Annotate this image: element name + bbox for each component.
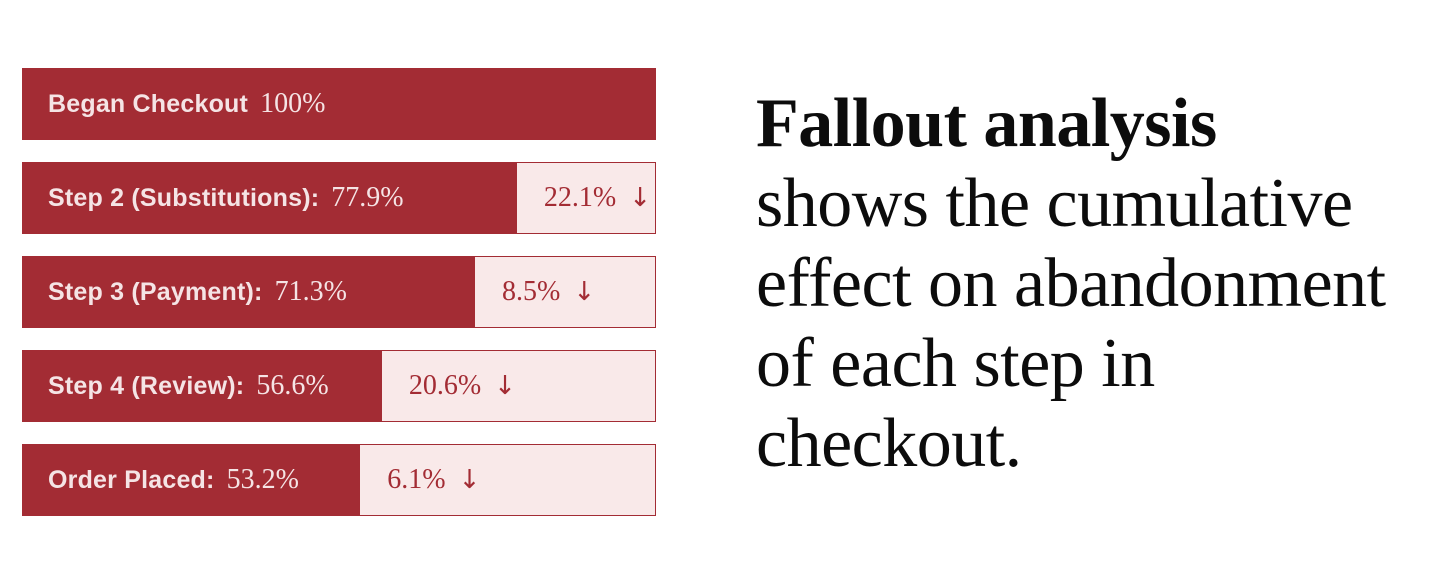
funnel-bar-value: 77.9%: [331, 182, 404, 213]
drop-percentage: 6.1%: [387, 464, 446, 495]
down-arrow-icon: ↓: [629, 183, 651, 213]
fallout-drop-box: 6.1% ↓: [359, 444, 656, 516]
down-arrow-icon: ↓: [494, 371, 516, 401]
funnel-bar-label: Step 3 (Payment):: [48, 277, 263, 306]
funnel-bar-value: 100%: [260, 88, 326, 119]
caption-line: checkout.: [756, 405, 1022, 482]
funnel-bar-label: Step 4 (Review):: [48, 371, 245, 400]
fallout-drop-box: 22.1% ↓: [515, 162, 656, 234]
funnel-bar: Order Placed: 53.2%: [22, 444, 360, 516]
drop-percentage: 22.1%: [543, 182, 617, 213]
funnel-bar-value: 53.2%: [226, 464, 299, 495]
funnel-bar-label: Began Checkout: [48, 89, 249, 118]
caption-line: effect on abandonment: [756, 245, 1386, 322]
caption-line: shows the cumulative: [756, 165, 1353, 242]
funnel-bar: Step 3 (Payment): 71.3%: [22, 256, 475, 328]
funnel-row: Began Checkout 100%: [22, 68, 656, 140]
drop-percentage: 20.6%: [408, 370, 482, 401]
funnel-row: Step 2 (Substitutions): 77.9% 22.1% ↓: [22, 162, 656, 234]
fallout-funnel-chart: Began Checkout 100% Step 2 (Substitutions)…: [22, 68, 656, 538]
drop-percentage: 8.5%: [502, 276, 561, 307]
funnel-row: Step 3 (Payment): 71.3% 8.5% ↓: [22, 256, 656, 328]
funnel-row: Step 4 (Review): 56.6% 20.6% ↓: [22, 350, 656, 422]
fallout-drop-box: 20.6% ↓: [380, 350, 656, 422]
down-arrow-icon: ↓: [458, 465, 481, 495]
funnel-bar-value: 71.3%: [274, 276, 347, 307]
funnel-bar: Began Checkout 100%: [22, 68, 656, 140]
caption-lead-line: Fallout analysis: [756, 85, 1217, 162]
caption-text-block: Fallout analysis shows the cumulative effe…: [756, 84, 1448, 484]
funnel-bar-label: Order Placed:: [48, 465, 215, 494]
funnel-bar: Step 4 (Review): 56.6%: [22, 350, 381, 422]
funnel-bar-value: 56.6%: [256, 370, 329, 401]
caption-line: of each step in: [756, 325, 1155, 402]
funnel-bar: Step 2 (Substitutions): 77.9%: [22, 162, 516, 234]
fallout-drop-box: 8.5% ↓: [474, 256, 656, 328]
funnel-bar-label: Step 2 (Substitutions):: [48, 183, 320, 212]
down-arrow-icon: ↓: [573, 277, 596, 307]
funnel-row: Order Placed: 53.2% 6.1% ↓: [22, 444, 656, 516]
